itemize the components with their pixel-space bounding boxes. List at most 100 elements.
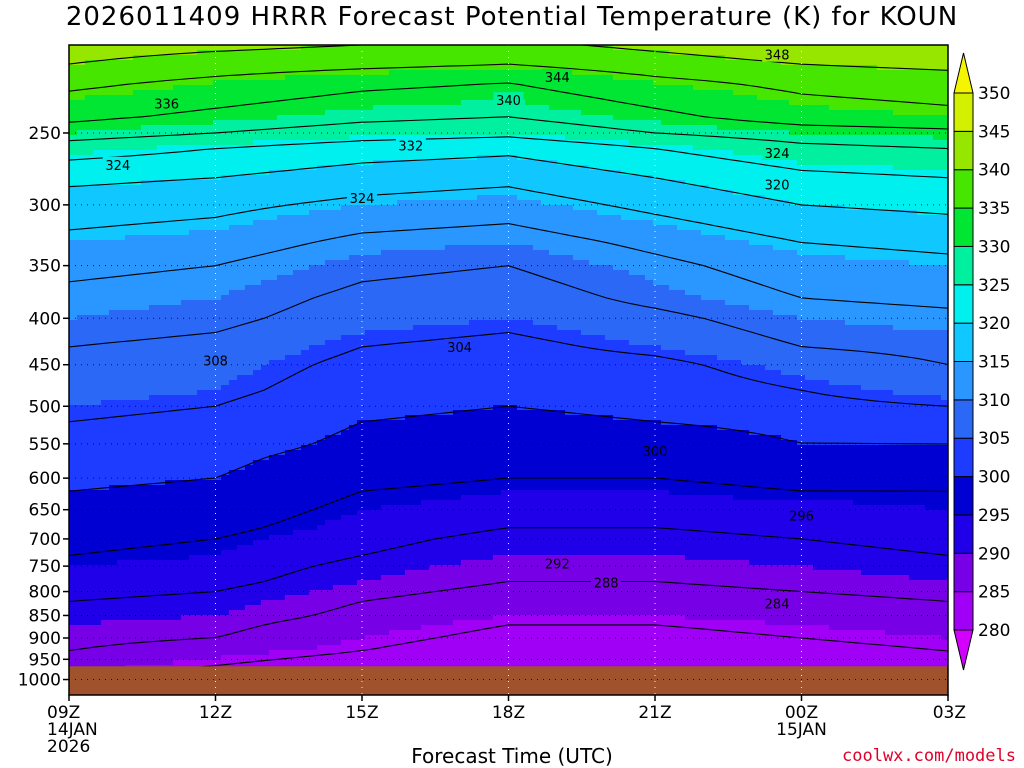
y-tick-label: 900 (29, 629, 61, 649)
colorbar-box-290 (953, 514, 974, 554)
contour-324 (69, 136, 948, 179)
colorbar-label: 300 (978, 468, 1010, 488)
contour-label-bg (786, 507, 817, 523)
contour-label: 292 (545, 557, 570, 572)
contour-label: 324 (105, 159, 130, 174)
y-tick-label: 250 (29, 124, 61, 144)
colorbar-box-310 (953, 361, 974, 401)
y-tick-label: 650 (29, 501, 61, 521)
colorbar-box-330 (953, 207, 974, 247)
colorbar-box-280 (953, 591, 974, 631)
source-credit[interactable]: coolwx.com/models (842, 746, 1016, 766)
y-tick-label: 450 (29, 356, 61, 376)
contour-label: 320 (765, 179, 790, 194)
colorbar-label: 345 (978, 122, 1010, 142)
x-tick-label: 18Z (492, 703, 525, 723)
colorbar-label: 295 (978, 506, 1010, 526)
chart-title: 2026011409 HRRR Forecast Potential Tempe… (65, 2, 959, 32)
colorbar-label: 310 (978, 391, 1010, 411)
contour-label: 340 (496, 94, 521, 109)
contour-304 (69, 331, 948, 423)
contour-label: 344 (545, 71, 570, 86)
contour-label-bg (200, 352, 231, 368)
y-axis: 250 300 350 400 450 500 550 600 650 700 750 800 850 9… (18, 124, 69, 691)
contour-labels: 348 344 340 336 332 324 324 324 320 308 304 300 296 2… (102, 46, 817, 613)
contour-label-bg (542, 555, 573, 571)
contour-328 (69, 116, 948, 150)
colorbar-label: 335 (978, 199, 1010, 219)
colorbar-label: 325 (978, 276, 1010, 296)
colorbar-box-345 (953, 92, 974, 132)
colorbar-label: 315 (978, 353, 1010, 373)
colorbar-label: 340 (978, 161, 1010, 181)
contour-label: 348 (765, 49, 790, 64)
contour-label: 324 (350, 192, 375, 207)
ground-below-surface (69, 666, 948, 695)
contour-label: 284 (765, 598, 790, 613)
contour-label: 296 (789, 510, 814, 525)
contour-label-bg (102, 156, 133, 172)
y-tick-label: 750 (29, 557, 61, 577)
contour-340 (69, 45, 948, 71)
contour-label: 300 (643, 445, 668, 460)
colorbar-box-335 (953, 169, 974, 209)
contour-308 (69, 265, 948, 366)
x-axis-label: Forecast Time (UTC) (411, 744, 613, 768)
y-tick-label: 350 (29, 257, 61, 277)
colorbar-box-320 (953, 284, 974, 324)
y-tick-label: 1000 (18, 671, 61, 691)
contour-label-bg (762, 595, 793, 611)
x-tick-sublabel: 15JAN (776, 720, 827, 740)
x-tick-label: 09Z (47, 703, 80, 723)
x-tick-label: 21Z (638, 703, 671, 723)
colorbar-box-285 (953, 552, 974, 593)
contour-label-bg (591, 574, 622, 590)
ground-fill (69, 666, 948, 695)
colorbar-box-315 (953, 322, 974, 362)
x-tick-label: 15Z (345, 703, 378, 723)
colorbar-top-arrow (953, 52, 974, 94)
y-tick-label: 700 (29, 530, 61, 550)
contour-316 (69, 186, 948, 255)
colorbar-box-305 (953, 399, 974, 439)
x-tick-label: 12Z (199, 703, 232, 723)
contour-label-bg (762, 176, 793, 192)
y-tick-label: 800 (29, 583, 61, 603)
contour-label: 308 (203, 354, 228, 369)
contour-label-bg (151, 95, 182, 111)
contour-label-bg (542, 69, 573, 85)
contour-label-bg (347, 190, 377, 206)
x-tick-sublabel: 2026 (47, 737, 90, 757)
colorbar: 280 285 290 295 300 305 310 315 320 325 330 335 340 3… (953, 52, 1010, 671)
contour-label-bg (395, 137, 426, 153)
contour-label-bg (762, 144, 793, 160)
theta-color-fill (69, 45, 948, 695)
colorbar-label: 290 (978, 544, 1010, 564)
contour-label-bg (444, 338, 475, 354)
colorbar-box-325 (953, 245, 974, 286)
y-tick-label: 300 (29, 196, 61, 216)
contour-332 (69, 82, 948, 130)
contour-label-bg (762, 46, 793, 62)
colorbar-label: 350 (978, 84, 1010, 104)
y-tick-label: 600 (29, 469, 61, 489)
x-tick-sublabel: 14JAN (47, 720, 98, 740)
colorbar-label: 330 (978, 237, 1010, 257)
contour-label: 324 (765, 147, 790, 162)
colorbar-label: 285 (978, 583, 1010, 603)
y-tick-label: 850 (29, 606, 61, 626)
colorbar-label: 305 (978, 429, 1010, 449)
colorbar-bottom-arrow (953, 629, 974, 671)
contour-label: 336 (154, 98, 179, 113)
colorbar-box-340 (953, 130, 974, 171)
x-tick-label: 03Z (933, 703, 966, 723)
y-tick-label: 950 (29, 650, 61, 670)
y-tick-label: 550 (29, 435, 61, 455)
contour-label-bg (493, 92, 524, 108)
contour-label: 332 (398, 139, 423, 154)
y-tick-label: 500 (29, 397, 61, 417)
x-tick-label: 00Z (785, 703, 818, 723)
colorbar-label: 320 (978, 314, 1010, 334)
